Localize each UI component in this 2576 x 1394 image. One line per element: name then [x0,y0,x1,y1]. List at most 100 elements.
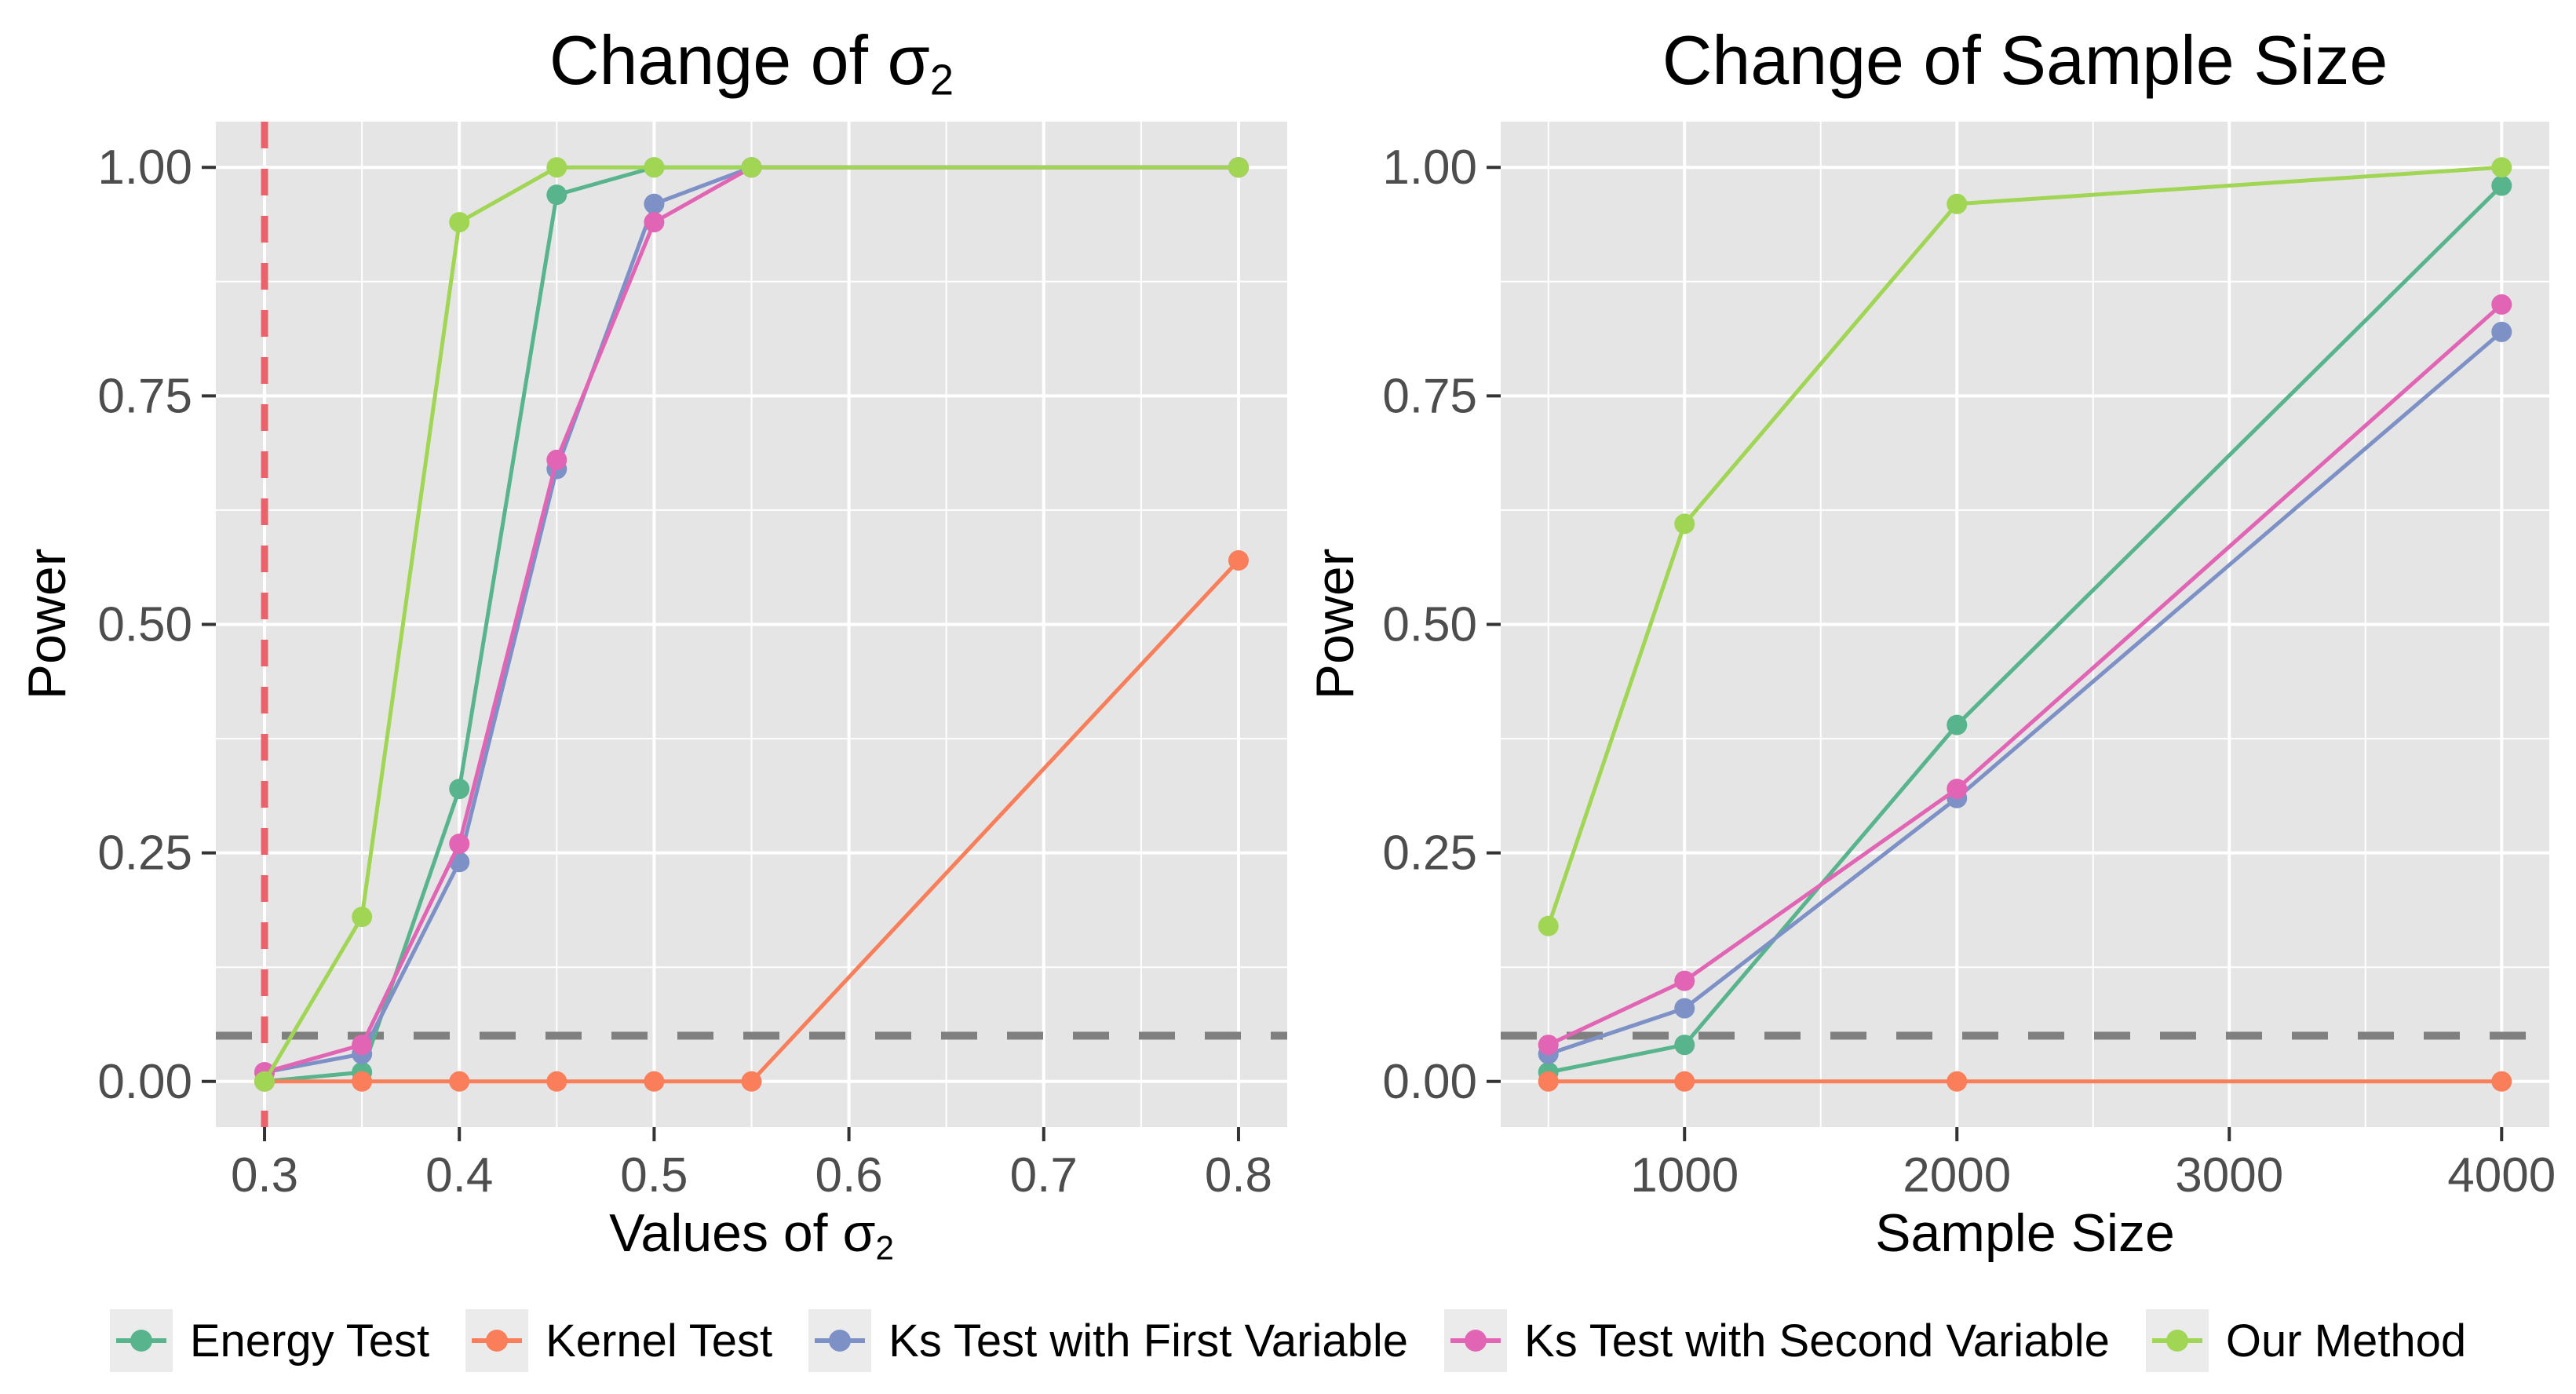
data-point [1947,1071,1968,1092]
gridlines [216,122,1287,1127]
legend-item: Ks Test with First Variable [808,1309,1408,1372]
data-point [1947,779,1968,800]
data-point [1538,1071,1559,1092]
data-point [254,1071,275,1092]
data-point [1674,513,1695,535]
data-point [352,907,373,928]
sample-size-plot-area: 1000 2000 3000 4000 0.00 0.25 0.50 0.75 1.00 [1382,122,2556,1202]
y-tick-label: 0.50 [97,598,192,652]
x-tick-label: 0.5 [620,1148,688,1202]
x-tick-label: 0.8 [1205,1148,1272,1202]
data-point [2491,175,2512,196]
legend-item: Ks Test with Second Variable [1444,1309,2110,1372]
x-tick-label: 4000 [2447,1148,2556,1202]
data-point [741,157,762,178]
legend-key [465,1309,529,1372]
x-tick-label: 0.3 [231,1148,298,1202]
sigma-symbol: σ [842,1203,876,1263]
x-tick-label: 0.7 [1010,1148,1078,1202]
title-text: Change of [549,21,888,99]
data-point [352,1035,373,1056]
x-tick-label: 1000 [1630,1148,1739,1202]
data-point [449,212,470,233]
data-point [2491,321,2512,342]
data-point [1947,714,1968,735]
x-tick-label: 2000 [1903,1148,2011,1202]
y-tick-label: 0.25 [97,827,192,881]
data-point [449,833,470,854]
data-point [546,157,567,178]
x-tick-label: 0.6 [815,1148,882,1202]
legend: Energy Test Kernel Test Ks Test with First… [0,1287,2576,1394]
y-tick-label: 0.00 [97,1055,192,1109]
data-point [1674,998,1695,1019]
legend-item-label: Our Method [2225,1315,2467,1367]
data-point [1947,193,1968,214]
panel-change-of-sigma2: Change of σ2 Power 0.3 0.4 0.5 0.6 0.7 0.8 0.0… [0,0,1288,1287]
data-point [449,779,470,800]
y-tick-label: 0.25 [1382,827,1477,881]
axis-ticks: 1000 2000 3000 4000 0.00 0.25 0.50 0.75 1.00 [1382,140,2556,1202]
x-tick-label: 3000 [2175,1148,2283,1202]
data-point [2491,157,2512,178]
data-point [449,1071,470,1092]
data-point [644,1071,665,1092]
series-our-method [1538,157,2512,936]
y-tick-label: 1.00 [97,140,192,195]
reference-lines [216,122,1287,1127]
legend-item-label: Ks Test with First Variable [888,1315,1409,1367]
data-point [2491,1071,2512,1092]
y-tick-label: 0.75 [1382,369,1477,423]
legend-item-label: Ks Test with Second Variable [1524,1315,2110,1367]
panel-change-of-sample-size: Change of Sample Size Power 1000 2000 3000… [1288,0,2576,1287]
data-point [352,1071,373,1092]
sigma-symbol: σ [887,21,930,99]
legend-item-label: Energy Test [189,1315,430,1367]
data-point [644,157,665,178]
legend-item: Our Method [2145,1309,2467,1372]
page-title: Change of σ2 [216,20,1287,105]
y-tick-label: 0.75 [97,369,192,423]
x-tick-label: 0.4 [425,1148,493,1202]
y-tick-label: 0.00 [1382,1055,1477,1109]
sigma2-plot-area: 0.3 0.4 0.5 0.6 0.7 0.8 0.00 0.25 0.50 0.75 1.00 [97,122,1287,1202]
line-point-glyph-icon [815,1330,866,1352]
data-point [1228,157,1249,178]
data-point [1674,970,1695,991]
page-title: Change of Sample Size [1501,20,2549,100]
series-our-method [254,157,1249,1092]
legend-item: Kernel Test [465,1309,772,1372]
legend-item-label: Kernel Test [545,1315,773,1367]
series-ks-test-with-second-variable [1538,294,2512,1056]
legend-key [2145,1309,2209,1372]
legend-key [808,1309,872,1372]
data-point [1228,549,1249,571]
x-axis-title: Sample Size [1501,1202,2549,1264]
line-point-glyph-icon [472,1330,523,1352]
line-point-glyph-icon [2151,1330,2202,1352]
title-text: Change of Sample Size [1662,21,2388,99]
x-axis-title: Values of σ2 [216,1202,1287,1268]
data-point [644,193,665,214]
legend-key [109,1309,173,1372]
series-kernel-test [1538,1071,2512,1092]
y-tick-label: 1.00 [1382,140,1477,195]
x-axis-text: Values of [609,1203,843,1263]
line-point-glyph-icon [115,1330,166,1352]
data-point [1674,1071,1695,1092]
x-axis-text: Sample Size [1875,1203,2175,1263]
y-tick-label: 0.50 [1382,598,1477,652]
sigma-subscript: 2 [929,56,954,104]
sigma-subscript: 2 [875,1229,894,1267]
data-point [1538,1035,1559,1056]
line-point-glyph-icon [1450,1330,1501,1352]
data-point [546,1071,567,1092]
data-point [1674,1035,1695,1056]
axis-ticks: 0.3 0.4 0.5 0.6 0.7 0.8 0.00 0.25 0.50 0.75 1.00 [97,140,1272,1202]
legend-item: Energy Test [109,1309,430,1372]
data-point [2491,294,2512,315]
legend-key [1444,1309,1508,1372]
data-point [546,449,567,470]
data-point [546,184,567,206]
